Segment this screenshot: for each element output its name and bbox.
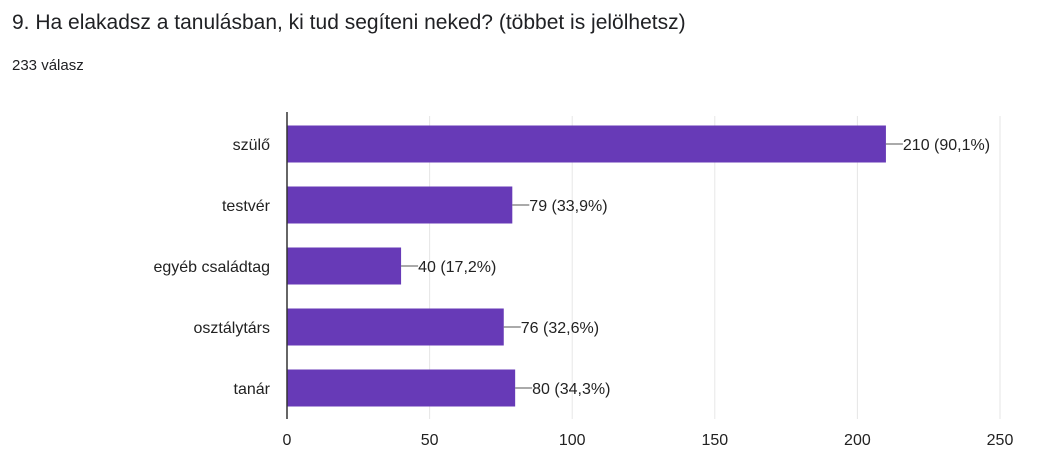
x-tick-label: 100 <box>559 432 586 449</box>
category-label: szülő <box>233 137 270 154</box>
x-tick-label: 0 <box>283 432 292 449</box>
axes: 0 50 100 150 200 250 szülő 210 (90,1%) testvér 79… <box>153 112 1013 449</box>
bar <box>287 125 886 163</box>
question-title: 9. Ha elakadsz a tanulásban, ki tud segí… <box>12 11 686 34</box>
category-label: egyéb családtag <box>153 259 270 276</box>
x-tick-label: 250 <box>987 432 1014 449</box>
data-label: 79 (33,9%) <box>529 198 607 215</box>
x-tick-label: 200 <box>844 432 871 449</box>
bar <box>287 186 513 224</box>
bar <box>287 247 402 285</box>
grid-lines <box>429 116 1001 419</box>
category-label: tanár <box>234 381 271 398</box>
x-tick-label: 150 <box>701 432 728 449</box>
data-label: 40 (17,2%) <box>418 259 496 276</box>
x-tick-label: 50 <box>421 432 439 449</box>
data-label: 210 (90,1%) <box>903 137 990 154</box>
bar <box>287 308 504 346</box>
category-label: osztálytárs <box>194 320 270 337</box>
data-label: 80 (34,3%) <box>532 381 610 398</box>
bar <box>287 369 516 407</box>
bars <box>287 125 903 407</box>
category-label: testvér <box>222 198 271 215</box>
data-label: 76 (32,6%) <box>521 320 599 337</box>
response-count: 233 válasz <box>12 57 84 74</box>
